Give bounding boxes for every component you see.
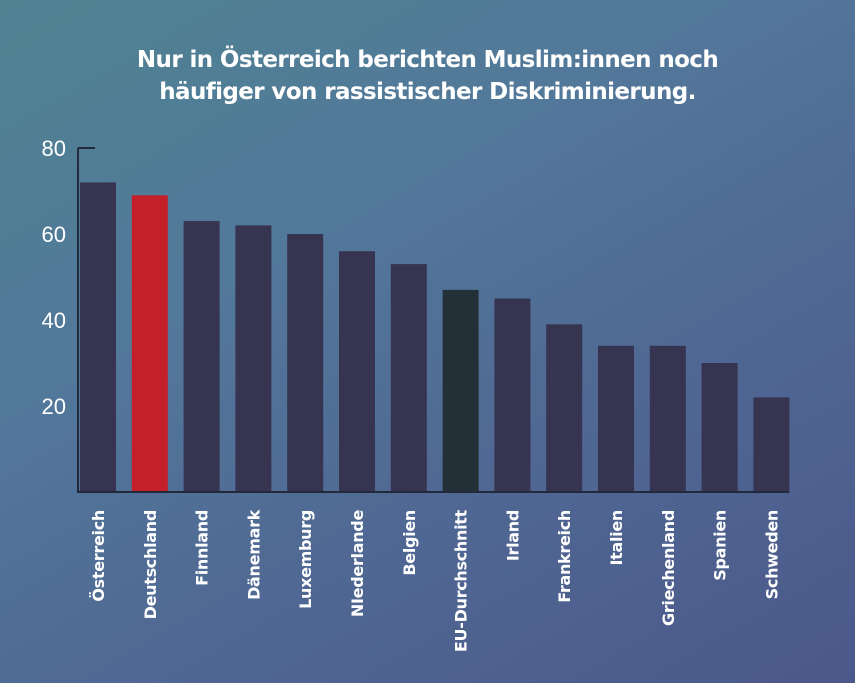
bar-österreich [80, 182, 116, 492]
y-tick-label: 40 [42, 308, 66, 333]
x-tick-label: Dänemark [244, 509, 263, 600]
bar-eu-durchschnitt [442, 289, 479, 492]
y-tick-label: 20 [42, 394, 66, 419]
x-tick-label: Belgien [400, 510, 419, 576]
x-tick-label: Griechenland [659, 510, 678, 626]
x-tick-label: Irland [503, 510, 522, 561]
bar-luxemburg [287, 234, 324, 492]
chart-title: Nur in Österreich berichten Muslim:innen… [0, 44, 855, 108]
x-tick-label: Italien [607, 510, 626, 566]
bar-deutschland [131, 195, 168, 493]
x-tick-label: Schweden [762, 510, 781, 599]
bar-spanien [701, 363, 738, 492]
bar-griechenland [649, 345, 686, 492]
x-tick-label: Deutschland [141, 510, 160, 619]
bar-frankreich [546, 324, 583, 492]
x-tick-label: NIederlande [348, 510, 367, 618]
x-axis-labels: Österreich Deutschland Finnland Dänemark Lux… [89, 509, 781, 652]
chart-title-line-2: häufiger von rassistischer Diskriminieru… [159, 79, 696, 105]
bar-belgien [390, 264, 427, 492]
bar-irland [494, 298, 531, 492]
x-tick-label: Spanien [711, 510, 730, 581]
x-tick-label: Luxemburg [296, 510, 315, 609]
y-tick-label: 80 [42, 136, 66, 161]
x-tick-label: Österreich [89, 510, 108, 602]
bar-dänemark [235, 225, 272, 492]
bar-finnland [183, 221, 220, 492]
bars [80, 182, 790, 493]
bar-schweden [753, 397, 790, 492]
x-tick-label: Frankreich [555, 510, 574, 603]
y-axis-ticks: 20 40 60 80 [42, 136, 66, 419]
x-tick-label: Finnland [193, 510, 212, 586]
y-tick-label: 60 [42, 222, 66, 247]
bar-niederlande [339, 251, 375, 492]
x-tick-label: EU-Durchschnitt [452, 509, 471, 652]
chart-title-line-1: Nur in Österreich berichten Muslim:innen… [136, 47, 719, 73]
bar-italien [598, 345, 634, 492]
